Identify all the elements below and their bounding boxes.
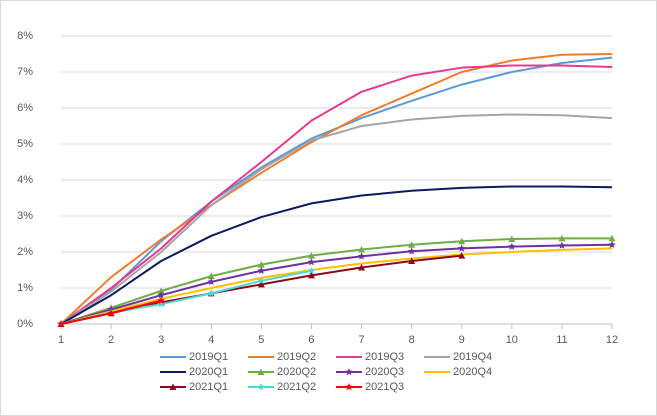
marker xyxy=(57,320,65,328)
marker xyxy=(458,237,466,245)
marker xyxy=(307,252,315,259)
marker xyxy=(407,247,416,255)
series-line xyxy=(60,185,613,325)
y-tick-label: 1% xyxy=(17,282,33,294)
marker xyxy=(257,368,265,375)
series xyxy=(60,185,613,325)
series xyxy=(60,53,613,325)
series-line xyxy=(60,64,613,325)
x-tick-label: 2 xyxy=(108,334,114,346)
legend-label: 2020Q4 xyxy=(453,366,492,378)
marker xyxy=(345,383,353,391)
series xyxy=(60,113,613,325)
marker xyxy=(558,241,566,249)
y-tick-label: 8% xyxy=(17,30,33,42)
marker xyxy=(408,241,416,248)
legend-label: 2021Q3 xyxy=(365,381,404,393)
series-line xyxy=(60,247,613,325)
marker xyxy=(558,234,566,242)
x-tick-label: 9 xyxy=(459,334,465,346)
y-tick-label: 2% xyxy=(17,246,33,258)
marker xyxy=(307,258,316,266)
y-tick-label: 4% xyxy=(17,174,33,186)
series xyxy=(60,247,613,325)
series xyxy=(57,296,165,328)
marker xyxy=(257,266,266,274)
marker xyxy=(508,242,516,250)
marker xyxy=(458,252,466,259)
legend-label: 2020Q3 xyxy=(365,366,404,378)
marker xyxy=(307,271,315,279)
marker xyxy=(257,280,265,288)
x-tick-label: 10 xyxy=(506,334,518,346)
y-tick-label: 0% xyxy=(17,318,33,330)
legend-label: 2021Q1 xyxy=(189,381,228,393)
x-tick-label: 5 xyxy=(258,334,264,346)
marker xyxy=(157,291,165,299)
y-tick-label: 3% xyxy=(17,210,33,222)
legend-label: 2021Q2 xyxy=(277,381,316,393)
x-tick-label: 1 xyxy=(58,334,64,346)
series-line xyxy=(60,237,612,325)
legend-label: 2019Q2 xyxy=(277,351,316,363)
marker xyxy=(207,277,216,286)
series-line xyxy=(60,243,613,325)
marker xyxy=(257,276,266,285)
series-line xyxy=(60,113,613,325)
legend-label: 2019Q1 xyxy=(189,351,228,363)
legend-label: 2019Q3 xyxy=(365,351,404,363)
marker xyxy=(307,266,316,274)
x-tick-label: 7 xyxy=(358,334,364,346)
marker xyxy=(457,244,466,252)
y-tick-label: 6% xyxy=(17,102,33,114)
marker xyxy=(207,289,216,297)
marker xyxy=(408,257,416,264)
x-tick-label: 4 xyxy=(208,334,214,346)
marker xyxy=(257,383,265,391)
marker xyxy=(157,300,165,308)
x-tick-label: 8 xyxy=(409,334,415,346)
x-tick-label: 6 xyxy=(308,334,314,346)
marker xyxy=(345,368,353,376)
x-tick-label: 12 xyxy=(606,334,618,346)
y-tick-label: 7% xyxy=(17,66,33,78)
series xyxy=(57,234,616,327)
legend-label: 2019Q4 xyxy=(453,351,492,363)
marker xyxy=(358,245,366,253)
marker xyxy=(107,309,115,317)
marker xyxy=(357,252,366,260)
marker xyxy=(358,263,366,271)
marker xyxy=(157,287,165,294)
marker xyxy=(257,261,265,268)
legend-label: 2020Q1 xyxy=(189,366,228,378)
legend-label: 2020Q2 xyxy=(277,366,316,378)
marker xyxy=(157,296,165,304)
marker xyxy=(169,383,177,390)
marker xyxy=(608,234,616,242)
series xyxy=(60,64,613,325)
x-tick-label: 11 xyxy=(556,334,567,346)
marker xyxy=(608,240,616,249)
marker xyxy=(207,272,215,280)
marker xyxy=(508,235,516,243)
y-tick-label: 5% xyxy=(17,138,33,150)
x-tick-label: 3 xyxy=(158,334,164,346)
series-line xyxy=(60,53,613,325)
